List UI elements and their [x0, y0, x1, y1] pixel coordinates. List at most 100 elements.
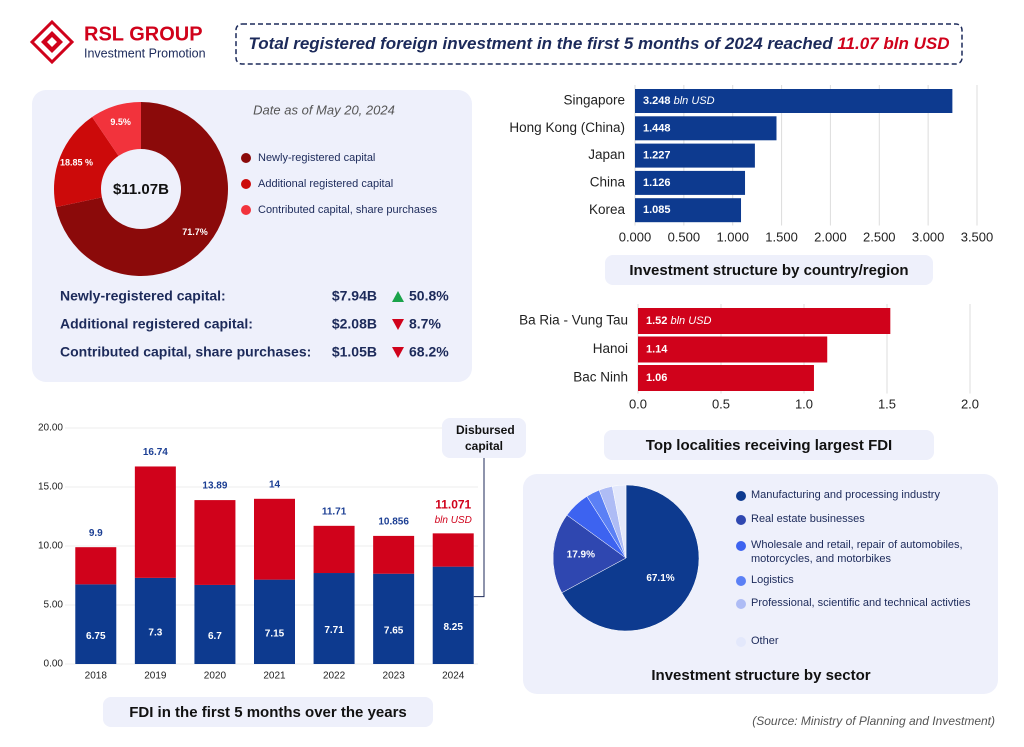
pie-slice — [561, 484, 700, 632]
x-tick-label: 1.5 — [878, 396, 896, 411]
pie-slice — [612, 484, 627, 559]
bar-segment — [134, 577, 176, 664]
trend-arrow — [392, 319, 404, 330]
bar-segment — [373, 535, 415, 574]
category-label: Bac Ninh — [573, 370, 628, 385]
total-label: 14 — [269, 479, 281, 490]
logo-mark — [47, 37, 57, 47]
x-tick-label: 1.0 — [795, 396, 813, 411]
bar — [638, 308, 891, 334]
total-label: 13.89 — [202, 481, 227, 492]
legend-swatch — [241, 153, 251, 163]
legend-label: Real estate businesses — [751, 513, 865, 525]
bar-segment — [194, 500, 236, 585]
bar-segment — [313, 573, 355, 664]
slice-label: 71.7% — [182, 227, 208, 237]
summary-amount: $7.94B — [332, 288, 377, 304]
x-tick-label: 2.0 — [961, 396, 979, 411]
text-box: Wholesale and retail, repair of automobi… — [751, 539, 963, 565]
value-number: 3.248 — [643, 95, 671, 107]
segment-label: 7.71 — [324, 625, 344, 636]
chart-title: Investment structure by country/region — [629, 262, 908, 279]
legend-label: Contributed capital, share purchases — [258, 204, 438, 216]
bar — [635, 89, 953, 113]
headline-text: Total registered foreign investment in t… — [249, 34, 838, 53]
legend-swatch — [736, 515, 746, 525]
logo-name: RSL GROUP — [84, 23, 203, 45]
logo: RSL GROUP Investment Promotion — [29, 19, 206, 65]
summary-change: 68.2% — [409, 344, 449, 360]
title-box — [605, 255, 933, 285]
x-tick-label: 2020 — [204, 671, 227, 682]
bar-segment — [194, 584, 236, 664]
legend-swatch — [736, 599, 746, 609]
value-label: 1.227 — [643, 150, 671, 162]
category-label: Hanoi — [593, 341, 628, 356]
value-number: 1.227 — [643, 150, 671, 162]
value-label: 3.248 bln USD — [643, 95, 715, 107]
subtitle: Date as of May 20, 2024 — [253, 102, 395, 117]
callout-label: Disbursed capital — [456, 423, 515, 453]
trend-arrow — [392, 347, 404, 358]
value-unit: bln USD — [674, 95, 715, 107]
total-label: 16.74 — [143, 447, 168, 458]
bar-segment — [254, 498, 295, 580]
text-box: Disbursed capital — [456, 423, 515, 453]
y-tick-label: 0.00 — [44, 659, 64, 670]
bar-segment — [432, 566, 474, 664]
text-box: Real estate businesses — [751, 513, 865, 525]
x-tick-label: 1.500 — [765, 229, 798, 244]
value-label: 1.14 — [646, 343, 668, 355]
legend-label: Newly-registered capital — [258, 152, 375, 164]
category-label: Ba Ria - Vung Tau — [519, 313, 628, 328]
segment-label: 6.75 — [86, 631, 106, 642]
value-number: 1.06 — [646, 372, 667, 384]
text-box: Manufacturing and processing industry — [751, 489, 940, 501]
bar-segment — [254, 579, 295, 664]
bar-segment — [134, 466, 176, 578]
slice-label: 18.85 % — [60, 157, 93, 167]
title-box — [604, 430, 934, 460]
legend-label: Additional registered capital — [258, 178, 393, 190]
value-number: 1.085 — [643, 204, 671, 216]
chart-title: Top localities receiving largest FDI — [646, 437, 892, 454]
category-label: Hong Kong (China) — [509, 120, 625, 135]
title-box — [103, 697, 433, 727]
value-number: 1.52 — [646, 315, 667, 327]
category-label: Singapore — [563, 93, 625, 108]
headline: Total registered foreign investment in t… — [249, 34, 950, 53]
total-label: 9.9 — [89, 528, 103, 539]
value-label: 1.126 — [643, 177, 671, 189]
bar-segment — [313, 525, 355, 574]
y-tick-label: 10.00 — [38, 541, 63, 552]
summary-change: 50.8% — [409, 288, 449, 304]
segment-label: 7.3 — [148, 628, 162, 639]
summary-label: Contributed capital, share purchases: — [60, 344, 311, 360]
value-number: 1.126 — [643, 177, 671, 189]
value-number: 1.14 — [646, 343, 668, 355]
donut-slice — [55, 102, 228, 276]
bar-segment — [432, 533, 474, 567]
legend-label: Wholesale and retail, repair of automobi… — [751, 539, 963, 565]
x-tick-label: 0.5 — [712, 396, 730, 411]
x-tick-label: 2024 — [442, 671, 465, 682]
center-label: $11.07B — [113, 181, 169, 198]
summary-amount: $2.08B — [332, 316, 377, 332]
segment-label: 7.65 — [384, 626, 404, 637]
bar-segment — [373, 573, 415, 664]
legend-label: Professional, scientific and technical a… — [751, 597, 971, 609]
summary-change: 8.7% — [409, 316, 441, 332]
category-label: Korea — [589, 202, 626, 217]
source: (Source: Ministry of Planning and Invest… — [752, 714, 995, 728]
x-tick-label: 0.000 — [619, 229, 652, 244]
x-tick-label: 2021 — [263, 671, 286, 682]
y-tick-label: 15.00 — [38, 482, 63, 493]
x-tick-label: 2022 — [323, 671, 346, 682]
text-box: Logistics — [751, 574, 794, 586]
summary-amount: $1.05B — [332, 344, 377, 360]
headline-highlight: 11.07 bln USD — [837, 34, 949, 53]
value-label: 1.06 — [646, 372, 667, 384]
logo-tagline: Investment Promotion — [84, 46, 206, 60]
legend-swatch — [241, 205, 251, 215]
